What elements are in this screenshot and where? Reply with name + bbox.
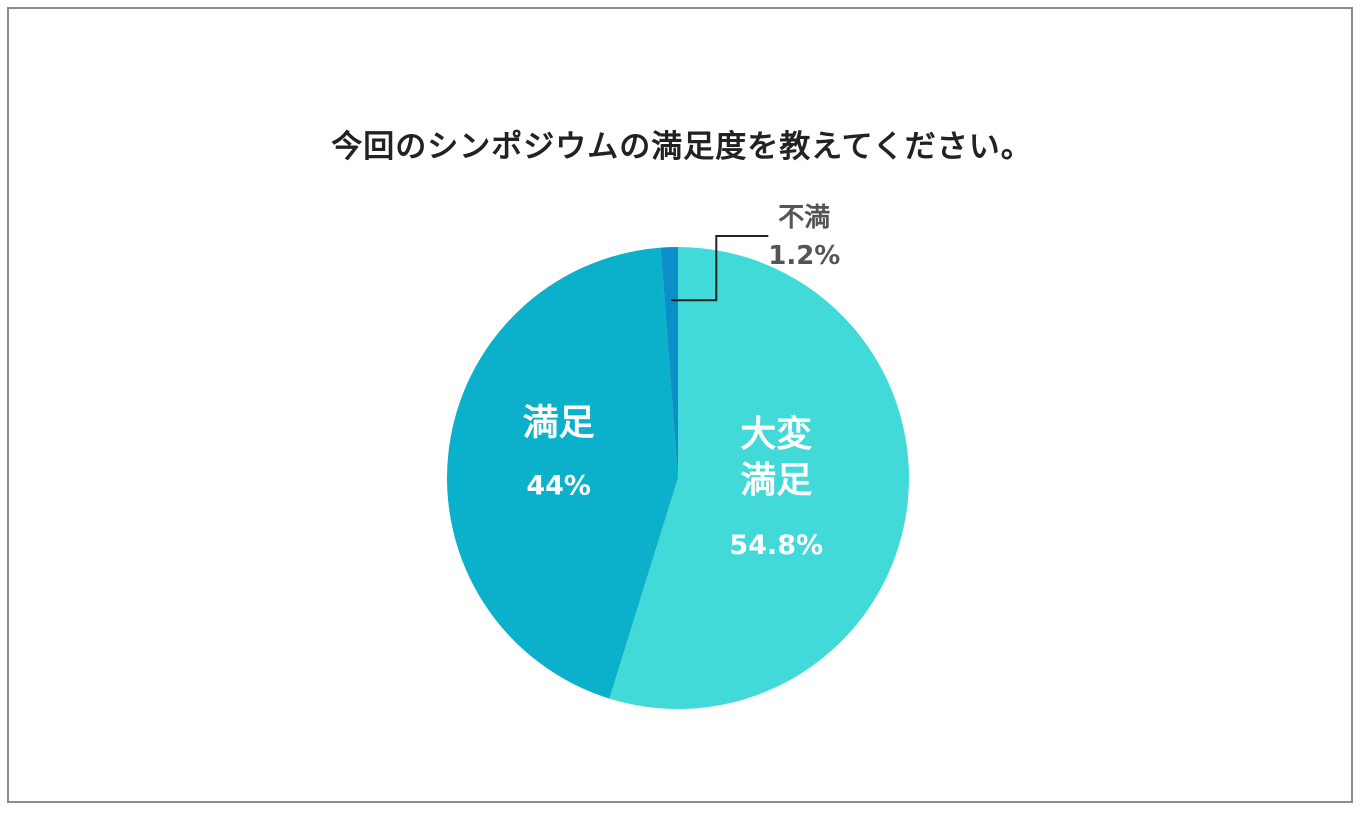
pie-slice-very-satisfied [609,247,909,709]
slice-label-satisfied: 満足 [523,402,595,443]
slice-label-very-satisfied-line-1: 大変 [740,413,812,455]
slice-value-dissatisfied: 1.2% [768,241,840,271]
pie-slice-satisfied [447,247,678,699]
slice-value-very-satisfied: 54.8% [729,530,823,561]
chart-title: 今回のシンポジウムの満足度を教えてください。 [331,129,1033,165]
slice-label-very-satisfied-line-2: 満足 [740,460,812,501]
slice-label-dissatisfied: 不満 [778,203,830,233]
pie-slice-dissatisfied [660,247,678,478]
slice-value-satisfied: 44% [526,470,591,501]
leader-line-dissatisfied [671,235,769,302]
